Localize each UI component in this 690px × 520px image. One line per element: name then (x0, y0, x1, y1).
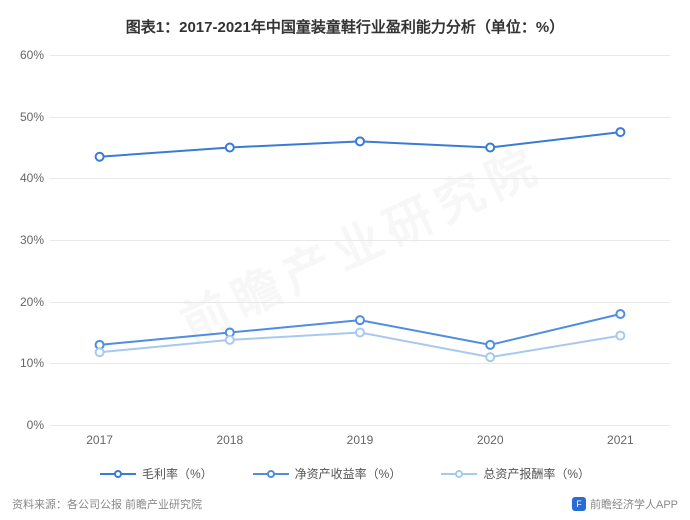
chart-title: 图表1：2017-2021年中国童装童鞋行业盈利能力分析（单位：%） (0, 0, 690, 45)
app-icon: F (572, 497, 586, 511)
y-tick-label: 30% (20, 233, 44, 247)
y-tick-label: 10% (20, 356, 44, 370)
data-point (486, 353, 494, 361)
data-point (486, 144, 494, 152)
chart-area: 前瞻产业研究院 0%10%20%30%40%50%60% 20172018201… (50, 55, 670, 425)
data-point (616, 128, 624, 136)
legend-marker (100, 469, 136, 479)
data-point (356, 137, 364, 145)
data-point (96, 153, 104, 161)
legend-item[interactable]: 净资产收益率（%） (253, 465, 402, 482)
footer: 资料来源：各公司公报 前瞻产业研究院 F 前瞻经济学人APP (12, 496, 678, 512)
data-point (356, 316, 364, 324)
y-tick-label: 60% (20, 48, 44, 62)
y-tick-label: 40% (20, 171, 44, 185)
gridline (50, 425, 670, 426)
legend-item[interactable]: 总资产报酬率（%） (441, 465, 590, 482)
x-tick-label: 2021 (607, 433, 634, 447)
legend-label: 总资产报酬率（%） (483, 465, 590, 482)
legend-label: 净资产收益率（%） (295, 465, 402, 482)
legend-marker (253, 469, 289, 479)
legend: 毛利率（%） 净资产收益率（%） 总资产报酬率（%） (0, 465, 690, 482)
legend-item[interactable]: 毛利率（%） (100, 465, 213, 482)
data-point (616, 310, 624, 318)
data-point (226, 336, 234, 344)
data-point (226, 144, 234, 152)
x-tick-label: 2020 (477, 433, 504, 447)
line-plot (50, 55, 670, 425)
y-tick-label: 50% (20, 110, 44, 124)
x-tick-label: 2019 (347, 433, 374, 447)
legend-label: 毛利率（%） (142, 465, 213, 482)
source-text: 资料来源：各公司公报 前瞻产业研究院 (12, 496, 202, 512)
data-point (616, 332, 624, 340)
y-tick-label: 20% (20, 295, 44, 309)
data-point (486, 341, 494, 349)
legend-marker (441, 469, 477, 479)
data-point (96, 348, 104, 356)
app-name: 前瞻经济学人APP (590, 496, 678, 512)
data-point (356, 329, 364, 337)
x-tick-label: 2017 (86, 433, 113, 447)
footer-right: F 前瞻经济学人APP (572, 496, 678, 512)
x-tick-label: 2018 (216, 433, 243, 447)
y-tick-label: 0% (27, 418, 44, 432)
